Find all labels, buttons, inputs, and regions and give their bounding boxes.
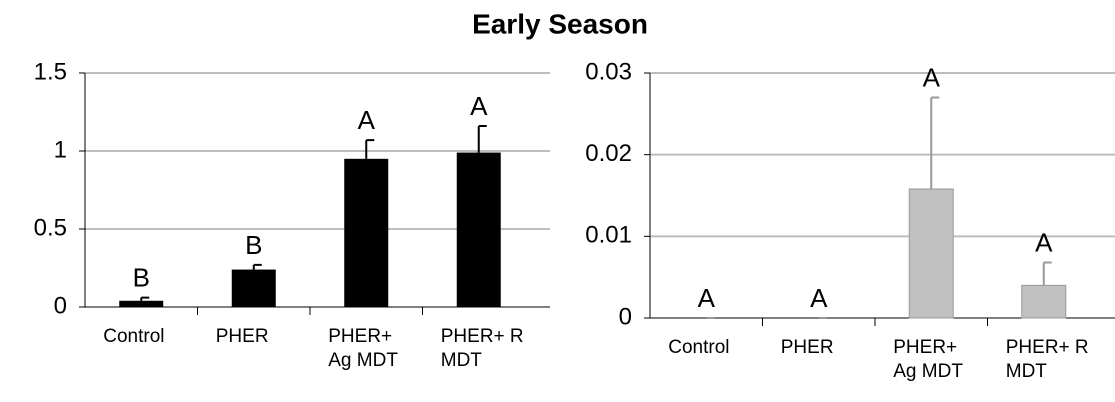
y-tick-label: 0.5 (34, 214, 67, 241)
error-bar (252, 263, 262, 270)
bar (119, 300, 164, 307)
x-tick-label: PHER (215, 326, 269, 347)
x-tick-label: Control (668, 337, 730, 358)
x-tick-label: PHER+ Ag MDT (893, 337, 963, 382)
bar (1021, 284, 1067, 319)
x-tick-label: PHER+ R MDT (1005, 337, 1089, 382)
significance-letter: A (698, 283, 716, 313)
y-tick-label: 0 (619, 303, 632, 330)
x-tick-label: PHER+ R MDT (440, 326, 524, 371)
error-bar (477, 125, 487, 153)
y-tick-label: 1 (54, 136, 67, 163)
x-tick-label: PHER+ Ag MDT (328, 326, 398, 371)
bar (231, 269, 276, 307)
error-bar (365, 139, 375, 159)
x-tick-label: Control (103, 326, 165, 347)
y-tick-label: 0.03 (585, 58, 632, 85)
significance-letter: B (133, 263, 150, 293)
error-bar (930, 96, 940, 189)
error-bar (1042, 261, 1052, 286)
significance-letter: A (1035, 227, 1053, 257)
significance-letter: B (245, 230, 262, 260)
bar (908, 188, 954, 319)
significance-letter: A (923, 62, 941, 92)
y-tick-label: 1.5 (34, 58, 67, 85)
bar (344, 158, 389, 307)
error-bar (140, 296, 150, 301)
x-tick-label: PHER (780, 337, 834, 358)
significance-letter: A (810, 283, 828, 313)
significance-letter: A (358, 105, 376, 135)
y-tick-label: 0.02 (585, 140, 632, 167)
y-tick-label: 0.01 (585, 222, 632, 249)
significance-letter: A (470, 91, 488, 121)
y-tick-label: 0 (54, 292, 67, 319)
bar (456, 152, 501, 307)
chart-title: Early Season (472, 8, 648, 39)
